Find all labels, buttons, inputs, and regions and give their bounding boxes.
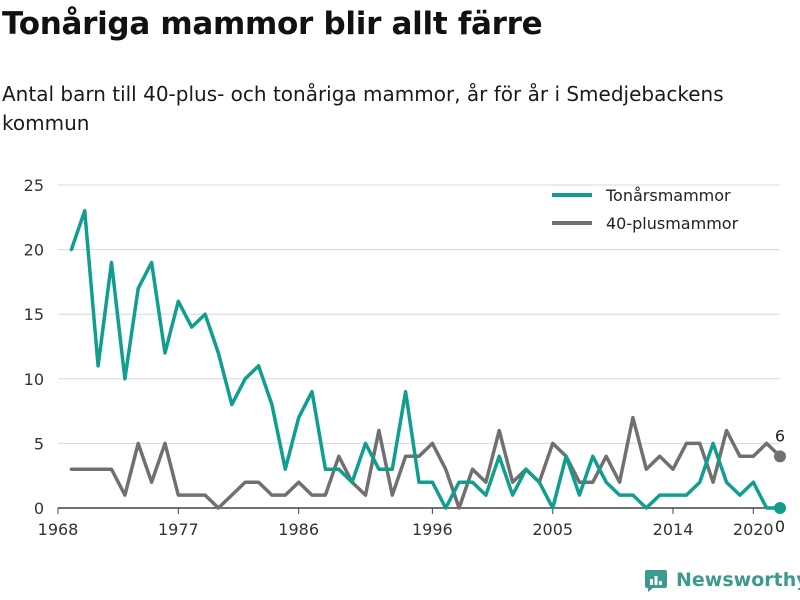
legend-label-Tonårsmammor: Tonårsmammor (605, 186, 731, 205)
series-line-Tonårsmammor (69, 209, 782, 510)
grid-lines (58, 184, 780, 509)
y-tick-label-25: 25 (24, 176, 44, 195)
chart-title: Tonåriga mammor blir allt färre (2, 6, 543, 42)
end-labels: 06 (774, 426, 786, 536)
end-label-40-plusmammor: 6 (775, 426, 785, 445)
end-point-40-plusmammor (774, 450, 786, 463)
x-tick-label-1977: 1977 (158, 520, 199, 539)
brand-name: Newsworthy (676, 569, 800, 591)
x-tick-label-1996: 1996 (412, 520, 453, 539)
y-tick-label-5: 5 (34, 434, 44, 453)
x-tick-label-1968: 1968 (38, 520, 79, 539)
x-axis: 1968 1977 1986 1996 2005 2014 2020 (38, 508, 774, 539)
x-tick-label-1986: 1986 (278, 520, 319, 539)
end-point-Tonårsmammor (774, 502, 786, 514)
brand-logo: Newsworthy (644, 568, 800, 592)
y-tick-label-20: 20 (24, 241, 44, 260)
series-line-40-plusmammor (69, 415, 782, 510)
legend-label-40-plusmammor: 40-plusmammor (606, 214, 739, 233)
newsworthy-logo-icon (645, 570, 667, 592)
end-label-Tonårsmammor: 0 (775, 517, 785, 536)
legend: Tonårsmammor 40-plusmammor (552, 186, 739, 233)
y-tick-label-15: 15 (24, 305, 44, 324)
series-lines (69, 209, 782, 510)
y-axis-ticks: 0 5 10 15 20 25 (24, 176, 44, 518)
y-tick-label-0: 0 (34, 499, 44, 518)
x-tick-label-2014: 2014 (653, 520, 694, 539)
chart-subtitle: Antal barn till 40-plus- och tonåriga ma… (2, 82, 724, 135)
x-tick-label-2020: 2020 (733, 520, 774, 539)
y-tick-label-10: 10 (24, 370, 44, 389)
x-tick-label-2005: 2005 (532, 520, 573, 539)
